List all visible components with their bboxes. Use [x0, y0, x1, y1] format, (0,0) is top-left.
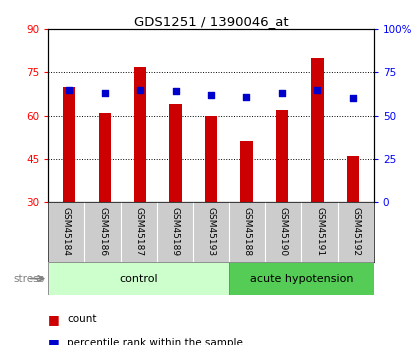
Text: GSM45192: GSM45192 — [351, 207, 360, 256]
Point — [66, 87, 73, 92]
Point — [172, 89, 179, 94]
Bar — [48, 262, 229, 295]
Text: count: count — [67, 314, 97, 324]
Text: GSM45187: GSM45187 — [134, 207, 143, 256]
Text: control: control — [119, 274, 158, 284]
Text: acute hypotension: acute hypotension — [250, 274, 353, 284]
Text: stress: stress — [13, 274, 44, 284]
Point — [137, 87, 144, 92]
Text: ■: ■ — [48, 313, 60, 326]
Bar — [229, 262, 374, 295]
Point — [208, 92, 215, 98]
Text: GSM45191: GSM45191 — [315, 207, 324, 256]
Point — [101, 90, 108, 96]
Bar — [240, 141, 253, 202]
Text: GSM45188: GSM45188 — [243, 207, 252, 256]
Bar — [346, 156, 359, 202]
Bar — [99, 113, 111, 202]
Text: GSM45193: GSM45193 — [207, 207, 215, 256]
Text: GSM45184: GSM45184 — [62, 207, 71, 256]
Text: ■: ■ — [48, 337, 60, 345]
Point — [243, 94, 250, 99]
Bar — [205, 116, 217, 202]
Bar — [169, 104, 182, 202]
Bar — [276, 110, 288, 202]
Title: GDS1251 / 1390046_at: GDS1251 / 1390046_at — [134, 15, 289, 28]
Bar — [134, 67, 147, 202]
Text: GSM45190: GSM45190 — [279, 207, 288, 256]
Text: percentile rank within the sample: percentile rank within the sample — [67, 338, 243, 345]
Point — [278, 90, 285, 96]
Point — [314, 87, 321, 92]
Bar — [311, 58, 323, 202]
Text: GSM45189: GSM45189 — [171, 207, 179, 256]
Bar — [63, 87, 76, 202]
Point — [349, 96, 356, 101]
Text: GSM45186: GSM45186 — [98, 207, 107, 256]
